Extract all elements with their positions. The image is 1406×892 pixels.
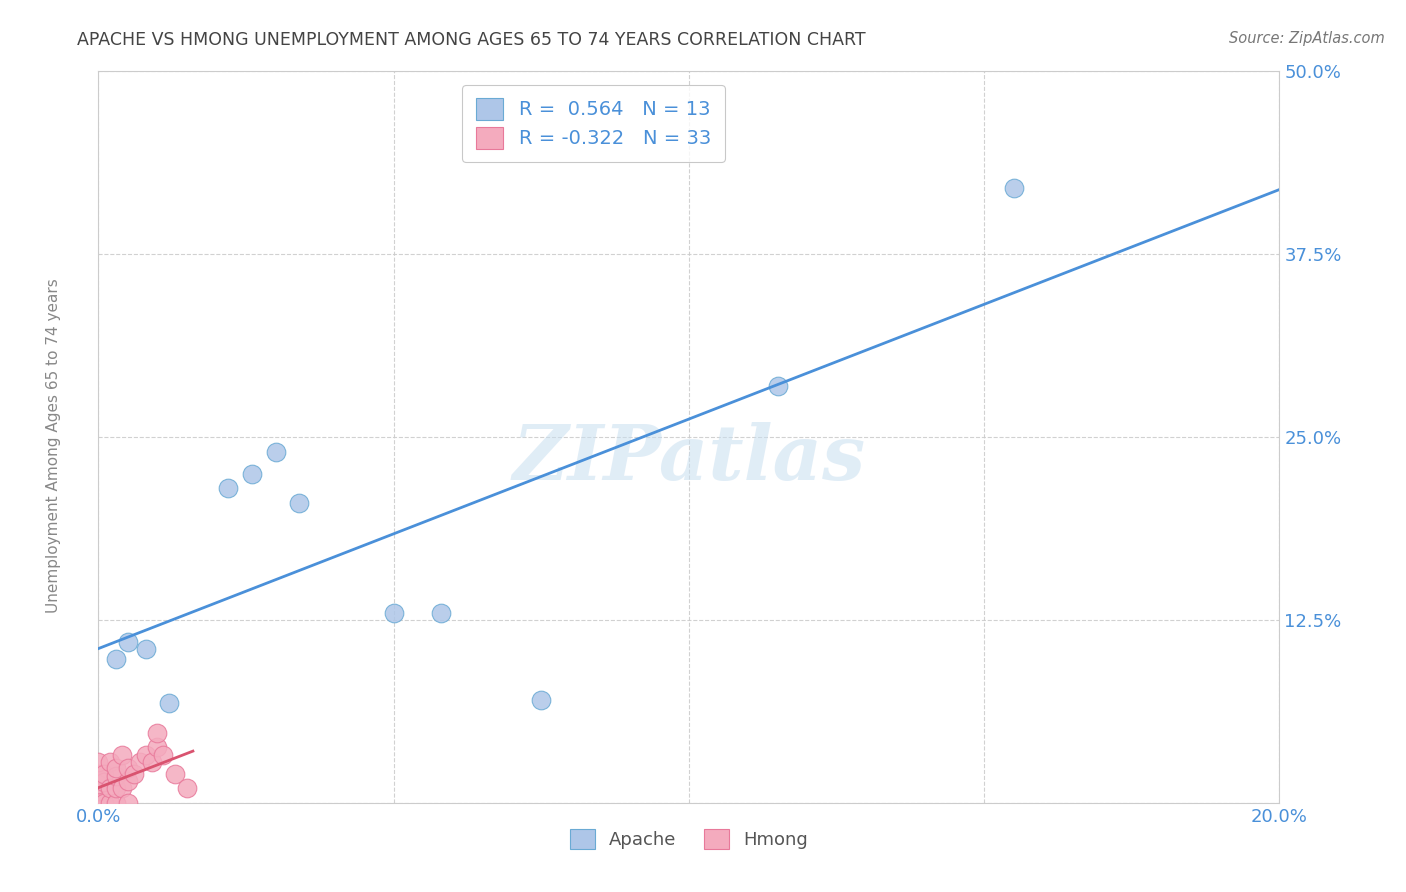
Point — [98, 796, 121, 810]
Point — [105, 781, 128, 796]
Point — [146, 740, 169, 755]
Point — [1002, 181, 1025, 195]
Point — [87, 755, 110, 769]
Point — [87, 796, 110, 810]
Point — [111, 781, 134, 796]
Point — [87, 796, 110, 810]
Point — [122, 766, 145, 780]
Point — [117, 761, 139, 775]
Point — [128, 755, 150, 769]
Point — [93, 796, 115, 810]
Point — [87, 772, 110, 787]
Point — [382, 606, 405, 620]
Text: Source: ZipAtlas.com: Source: ZipAtlas.com — [1229, 31, 1385, 46]
Point — [165, 766, 187, 780]
Point — [105, 769, 128, 783]
Point — [87, 796, 110, 810]
Point — [93, 775, 115, 789]
Point — [430, 606, 453, 620]
Point — [135, 642, 157, 657]
Text: APACHE VS HMONG UNEMPLOYMENT AMONG AGES 65 TO 74 YEARS CORRELATION CHART: APACHE VS HMONG UNEMPLOYMENT AMONG AGES … — [77, 31, 866, 49]
Point — [146, 725, 169, 739]
Point — [288, 496, 311, 510]
Point — [766, 379, 789, 393]
Text: ZIPatlas: ZIPatlas — [512, 422, 866, 496]
Point — [117, 635, 139, 649]
Point — [87, 784, 110, 798]
Point — [141, 755, 163, 769]
Point — [105, 761, 128, 775]
Point — [87, 766, 110, 780]
Point — [176, 781, 198, 796]
Point — [217, 481, 239, 495]
Point — [117, 773, 139, 788]
Point — [111, 747, 134, 762]
Point — [87, 796, 110, 810]
Point — [264, 444, 287, 458]
Point — [105, 796, 128, 810]
Point — [98, 755, 121, 769]
Point — [105, 652, 128, 666]
Legend: Apache, Hmong: Apache, Hmong — [562, 822, 815, 856]
Point — [240, 467, 263, 481]
Point — [117, 796, 139, 810]
Point — [135, 747, 157, 762]
Point — [87, 777, 110, 791]
Point — [157, 696, 180, 710]
Point — [530, 693, 553, 707]
Point — [93, 766, 115, 780]
Point — [152, 747, 174, 762]
Point — [98, 781, 121, 796]
Text: Unemployment Among Ages 65 to 74 years: Unemployment Among Ages 65 to 74 years — [46, 278, 60, 614]
